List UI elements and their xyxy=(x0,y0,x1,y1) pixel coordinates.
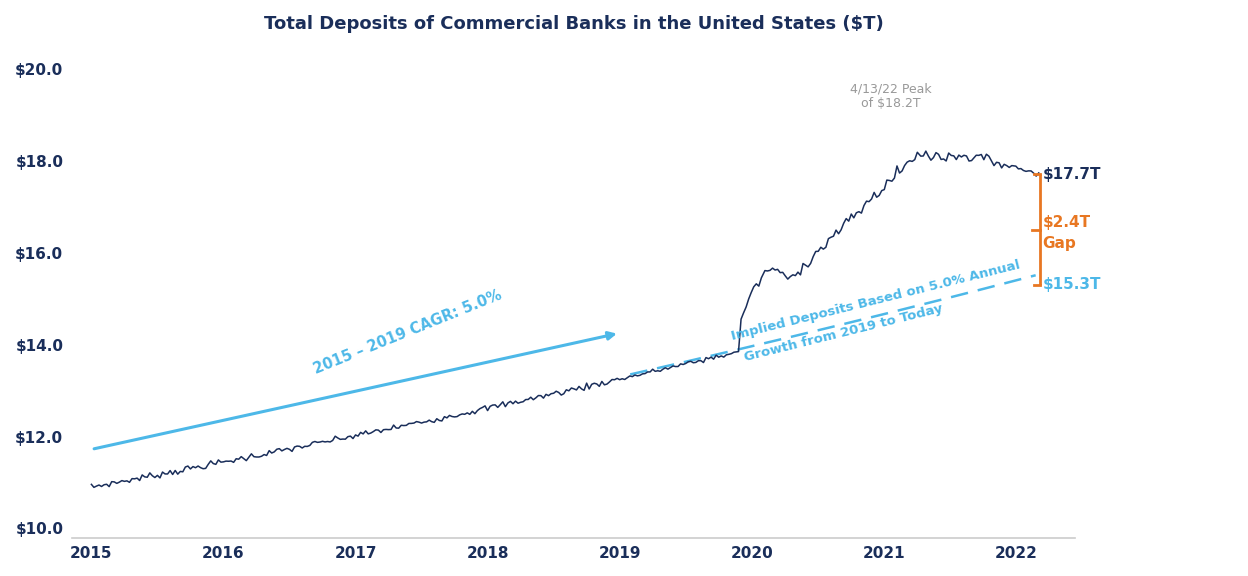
Text: 2015 – 2019 CAGR: 5.0%: 2015 – 2019 CAGR: 5.0% xyxy=(312,288,504,377)
Text: Growth from 2019 to Today: Growth from 2019 to Today xyxy=(743,302,943,363)
Text: $17.7T: $17.7T xyxy=(1042,167,1101,182)
Text: Gap: Gap xyxy=(1042,236,1076,251)
Text: $2.4T: $2.4T xyxy=(1042,215,1091,230)
Text: 4/13/22 Peak
of $18.2T: 4/13/22 Peak of $18.2T xyxy=(850,82,931,110)
Text: $15.3T: $15.3T xyxy=(1042,277,1101,292)
Title: Total Deposits of Commercial Banks in the United States ($T): Total Deposits of Commercial Banks in th… xyxy=(263,15,884,33)
Text: Implied Deposits Based on 5.0% Annual: Implied Deposits Based on 5.0% Annual xyxy=(730,258,1021,343)
